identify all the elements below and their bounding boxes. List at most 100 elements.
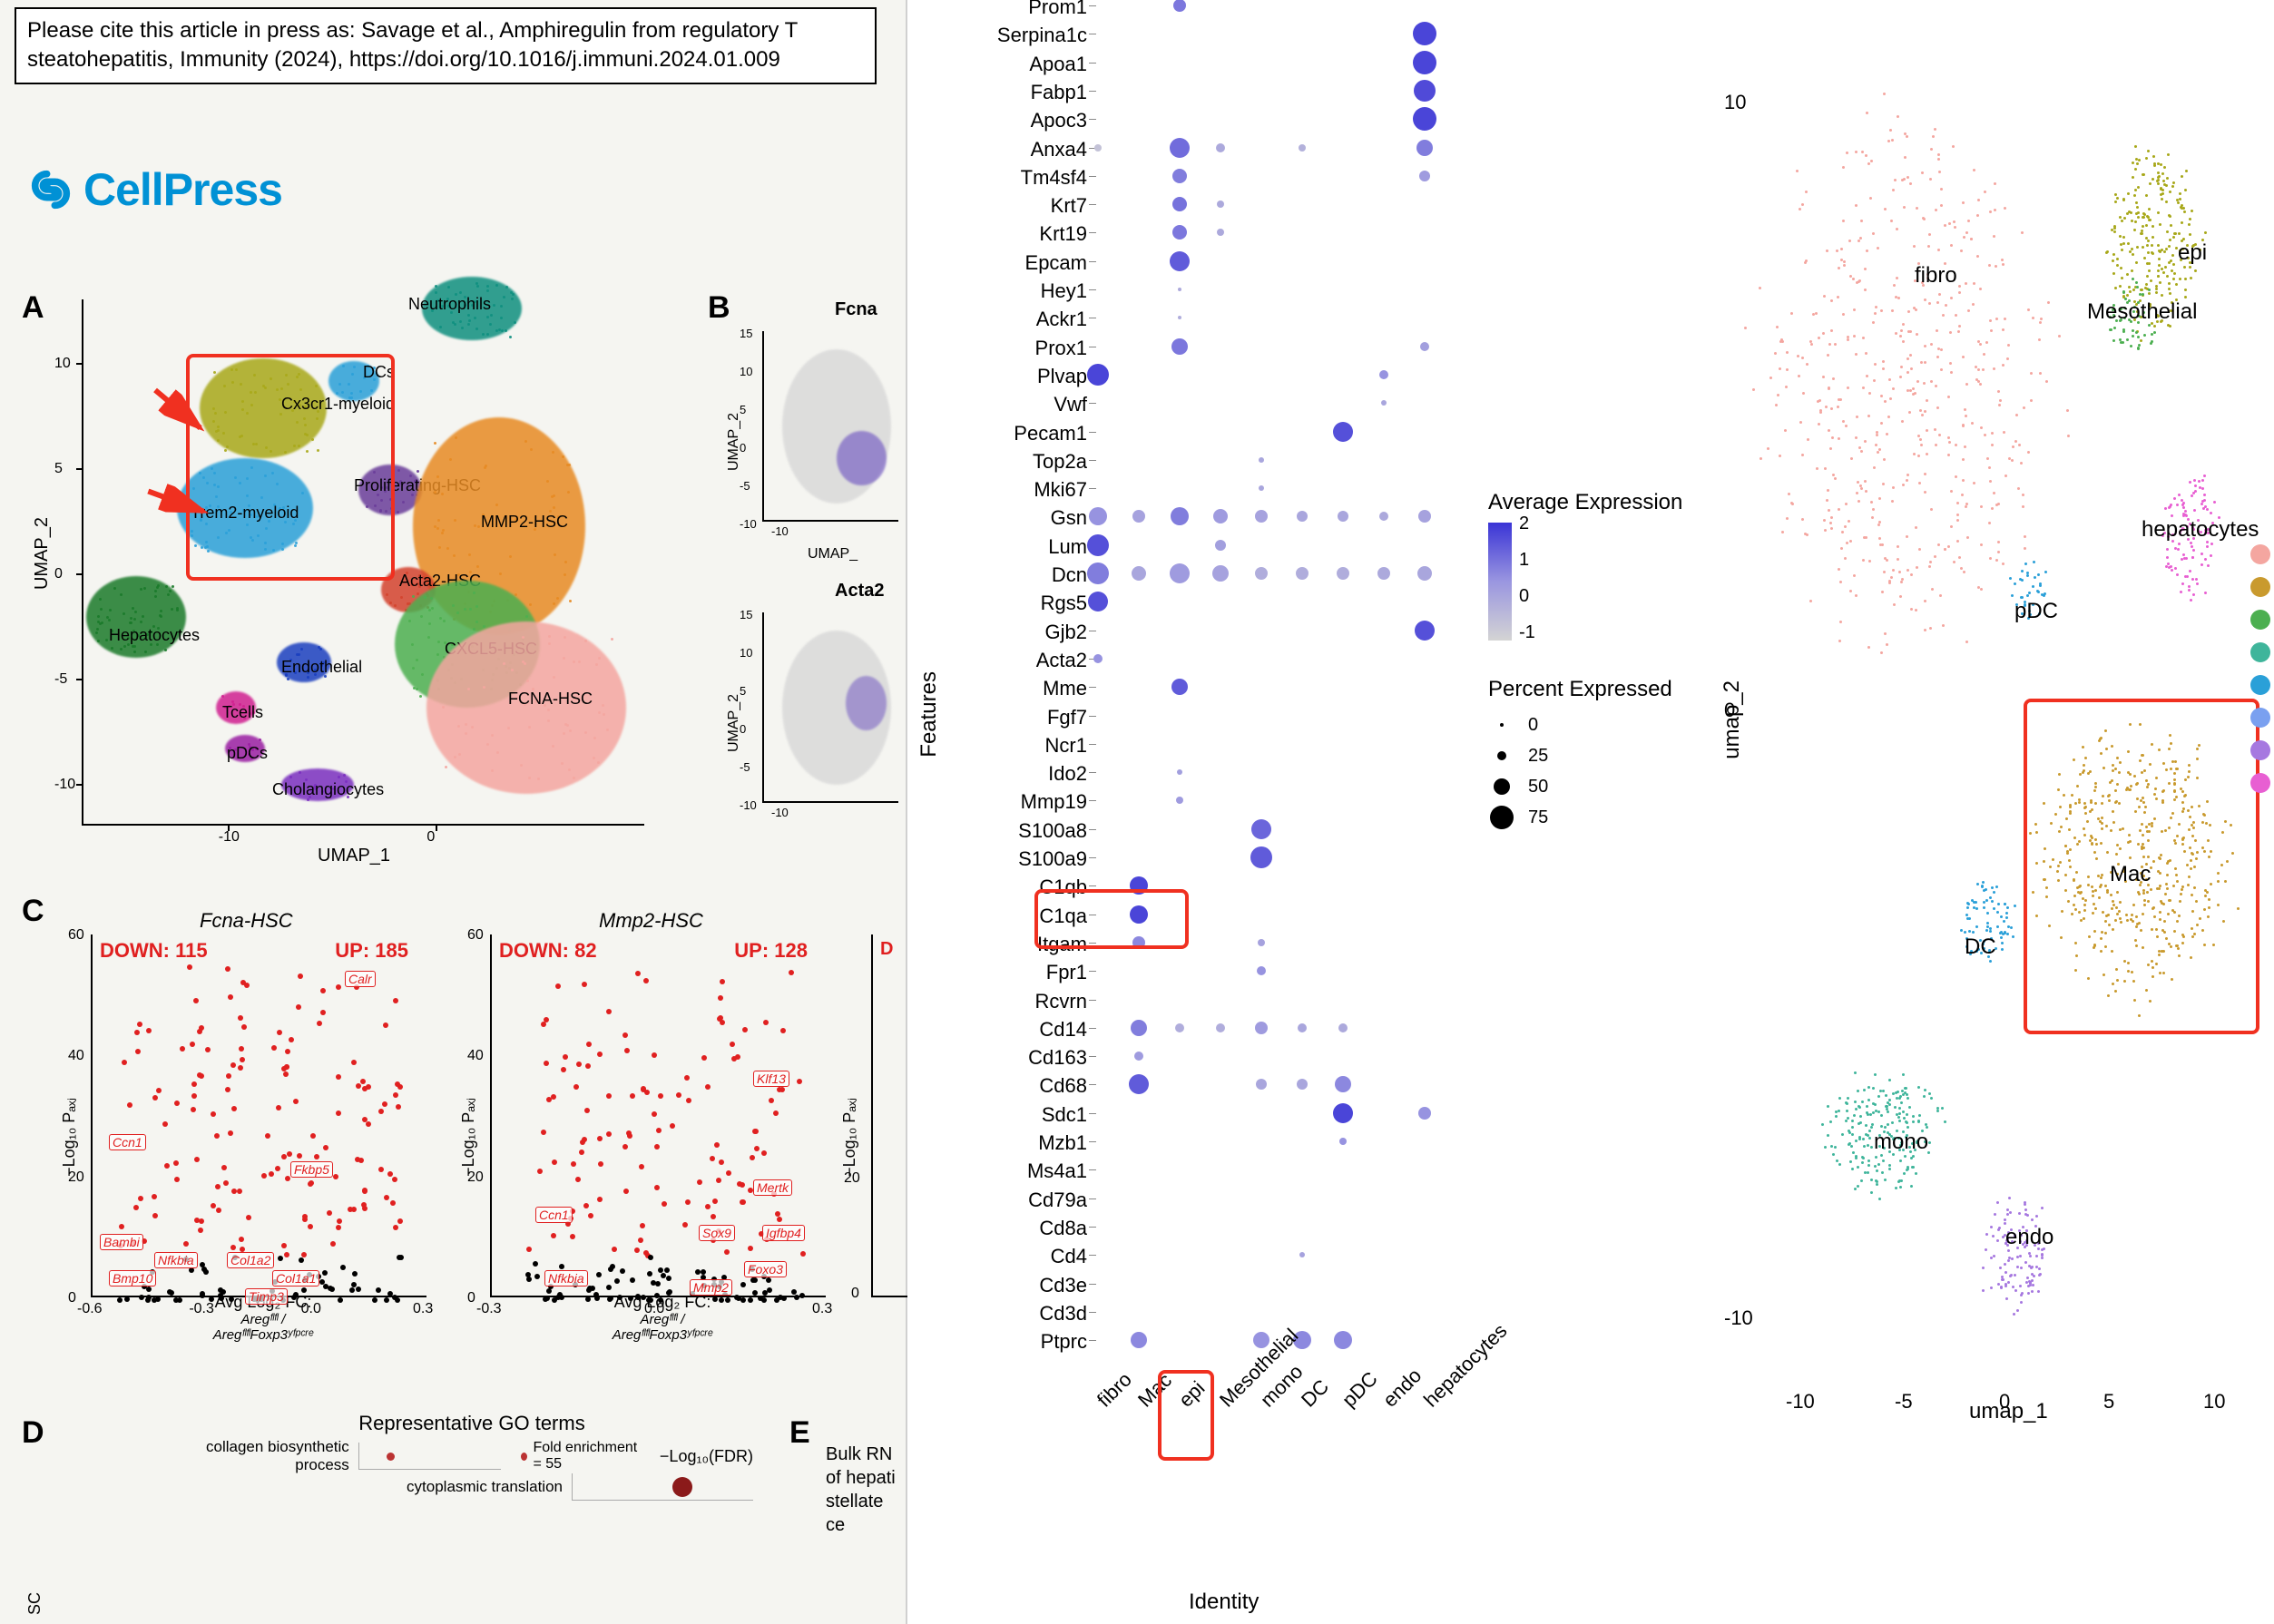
dp-dot: [1333, 1103, 1353, 1123]
dotplot-pane: Features Prom1Serpina1cApoa1Fabp1Apoc3An…: [907, 0, 1715, 1624]
dp-dot: [1176, 797, 1183, 804]
dp-dot: [1338, 511, 1348, 522]
volcano-1: Fcna-HSC DOWN: 115 UP: 185 −Log₁₀ Pₐₓⱼ A…: [91, 934, 426, 1334]
dp-dot: [1177, 769, 1182, 775]
dp-dot: [1418, 510, 1431, 523]
dp-row-label: Mzb1: [978, 1131, 1087, 1155]
dp-row-label: Mmp19: [978, 790, 1087, 814]
dp-dot: [1259, 485, 1264, 491]
panel-a-highlight-box: [186, 354, 395, 581]
dp-dot: [1171, 507, 1189, 525]
dp-dot: [1170, 251, 1190, 271]
dp-dot: [1129, 1074, 1149, 1094]
dotplot-row-highlight: [1034, 889, 1189, 949]
dp-row-label: Cd3e: [978, 1274, 1087, 1297]
dp-dot: [1217, 229, 1224, 236]
dp-row-label: Prom1: [978, 0, 1087, 19]
dp-row-label: Cd4: [978, 1245, 1087, 1268]
panel-a-ylabel: UMAP_2: [32, 517, 53, 590]
dp-dot: [1213, 509, 1228, 523]
umap-cluster-label: fibro: [1915, 263, 1957, 289]
dp-xlabel: Identity: [1189, 1590, 1259, 1615]
cluster-hepatocytes: [86, 576, 186, 658]
dp-row-label: Krt7: [978, 194, 1087, 218]
dp-dot: [1259, 457, 1264, 463]
gene-label: Nfkbia: [154, 1252, 198, 1268]
dp-dot: [1299, 1252, 1305, 1257]
dp-dot: [1298, 1023, 1307, 1032]
v2-title: Mmp2-HSC: [599, 909, 703, 933]
dp-dot: [1089, 507, 1107, 525]
v2-down: DOWN: 82: [499, 939, 597, 963]
dp-dot: [1420, 342, 1429, 351]
dp-dot: [1377, 567, 1390, 580]
legend-swatch: [2250, 610, 2270, 630]
legend-swatch: [2250, 773, 2270, 793]
dp-dot: [1175, 1023, 1184, 1032]
dp-dot: [1257, 966, 1266, 975]
citation-line1: Please cite this article in press as: Sa…: [27, 16, 864, 45]
dp-dot: [1088, 592, 1108, 611]
feat1-title: Fcna: [835, 299, 877, 320]
panel-a-xlabel: UMAP_1: [318, 846, 390, 866]
link-icon: [27, 166, 74, 213]
dotplot-legend: Average Expression 210-1 Percent Express…: [1488, 490, 1706, 833]
dp-dot: [1172, 225, 1187, 240]
gene-label: Nfkbia: [544, 1270, 588, 1286]
dp-col-label: pDC: [1338, 1367, 1383, 1413]
feat1-xl: UMAP_: [808, 546, 858, 563]
cluster-label: Endothelial: [281, 658, 362, 677]
dp-row-label: Cd14: [978, 1018, 1087, 1042]
dp-dot: [1131, 1020, 1147, 1036]
dp-row-label: Pecam1: [978, 422, 1087, 445]
panel-c-label: C: [22, 894, 44, 929]
dp-dot: [1416, 140, 1433, 156]
dp-dot: [1171, 338, 1188, 355]
dp-dot: [1296, 567, 1309, 580]
v1-yl: −Log₁₀ Pₐₓⱼ: [59, 1098, 79, 1177]
legend-swatch: [2250, 544, 2270, 564]
dp-row-label: Cd79a: [978, 1189, 1087, 1212]
dp-dot: [1413, 22, 1436, 45]
dp-dot: [1170, 563, 1190, 583]
gene-label: Foxo3: [744, 1261, 787, 1277]
umap-highlight-box: [2024, 699, 2259, 1034]
dp-row-label: Plvap: [978, 365, 1087, 388]
legend-swatch: [2250, 642, 2270, 662]
dp-dot: [1339, 1138, 1347, 1145]
dp-dot: [1419, 171, 1430, 181]
cellpress-text: CellPress: [83, 163, 282, 216]
dp-dot: [1216, 1023, 1225, 1032]
umap-cluster-label: mono: [1874, 1130, 1928, 1155]
legend-swatch: [2250, 577, 2270, 597]
dp-dot: [1087, 364, 1109, 386]
dp-row-label: Apoa1: [978, 53, 1087, 76]
dp-row-label: Top2a: [978, 450, 1087, 474]
gene-label: Fkbp5: [290, 1161, 333, 1178]
citation-line2: steatohepatitis, Immunity (2024), https:…: [27, 45, 864, 74]
dp-row-label: Ackr1: [978, 308, 1087, 331]
umap-cluster-label: DC: [1965, 934, 1996, 960]
left-pane: Please cite this article in press as: Sa…: [0, 0, 907, 1624]
cellpress-logo: CellPress: [27, 163, 282, 216]
umap-cluster-label: hepatocytes: [2142, 517, 2259, 543]
gene-label: Sox9: [699, 1225, 735, 1241]
dp-row-label: Dcn: [978, 563, 1087, 587]
panel-d-go: Representative GO terms collagen biosynt…: [191, 1412, 753, 1502]
dp-dot: [1172, 169, 1187, 183]
gene-label: Igfbp4: [762, 1225, 805, 1241]
dp-row-label: Krt19: [978, 222, 1087, 246]
dp-dot: [1172, 197, 1187, 211]
gene-label: Ccn1: [535, 1207, 573, 1223]
v2-yl: −Log₁₀ Pₐₓⱼ: [458, 1098, 478, 1177]
dp-row-label: S100a8: [978, 819, 1087, 843]
gene-label: Calr: [345, 971, 376, 987]
dp-row-label: Cd3d: [978, 1302, 1087, 1326]
dp-dot: [1255, 1022, 1268, 1034]
expr-legend-title: Average Expression: [1488, 490, 1706, 515]
panel-b-label: B: [708, 290, 730, 326]
dp-dot: [1216, 143, 1225, 152]
dp-dot: [1212, 565, 1229, 582]
umap-right-legend: [2250, 544, 2270, 806]
panel-e-label: E: [789, 1415, 810, 1451]
